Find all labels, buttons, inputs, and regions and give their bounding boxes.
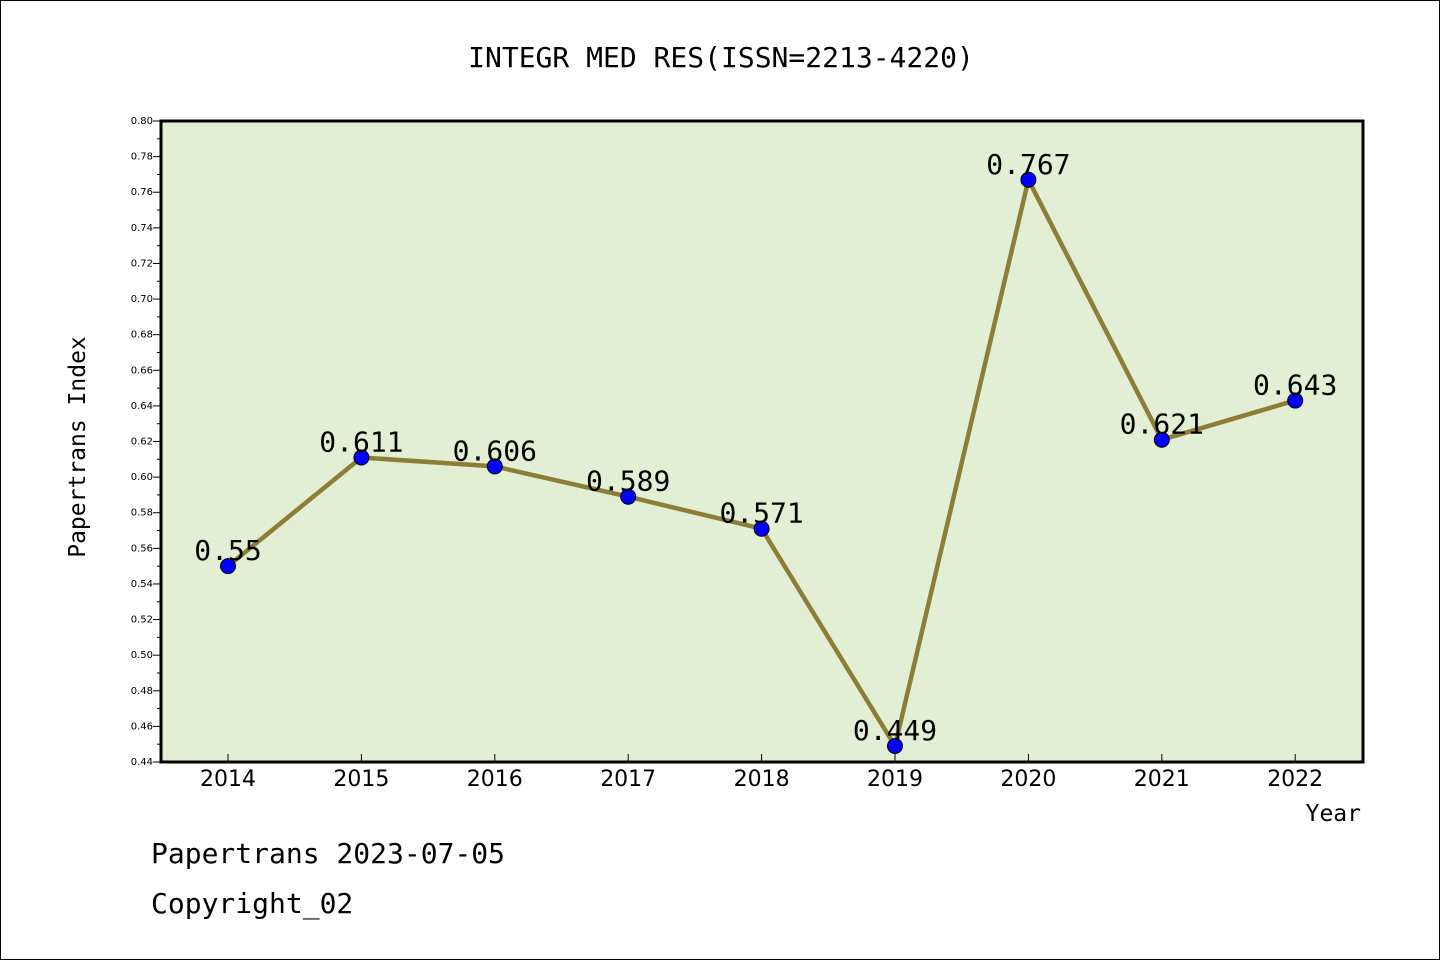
y-axis: 0.44 0.46 0.48 0.50 0.52 0.54 0.56 0.58 0.60 0.62… (131, 116, 161, 768)
y-tick-label: 0.80 (131, 116, 153, 127)
data-point (220, 558, 236, 575)
x-tick-label: 2022 (1267, 767, 1323, 792)
chart-title: INTEGR MED RES(ISSN=2213-4220) (468, 41, 974, 74)
data-point (887, 737, 903, 754)
y-tick-label: 0.76 (131, 187, 153, 198)
y-tick-label: 0.68 (131, 330, 153, 341)
data-label: 0.571 (719, 497, 803, 530)
x-tick-label: 2020 (1000, 767, 1056, 792)
footer-date: Papertrans 2023-07-05 (151, 837, 506, 870)
data-markers (220, 171, 1304, 754)
data-label: 0.589 (586, 465, 670, 498)
y-tick-label: 0.74 (131, 223, 153, 234)
x-tick-label: 2016 (467, 767, 523, 792)
x-tick-label: 2014 (200, 767, 256, 792)
data-label: 0.55 (194, 534, 261, 567)
x-axis: 2014 2015 2016 2017 2018 2019 2020 2021 2022 (200, 754, 1323, 792)
y-tick-label: 0.50 (131, 650, 153, 661)
y-tick-label: 0.56 (131, 543, 153, 554)
data-point (1153, 431, 1170, 448)
data-label: 0.767 (986, 148, 1070, 181)
x-tick-label: 2019 (867, 767, 923, 792)
y-tick-label: 0.48 (131, 686, 153, 697)
data-label: 0.606 (453, 434, 537, 467)
y-tick-label: 0.78 (131, 152, 153, 163)
y-tick-label: 0.64 (131, 401, 153, 412)
footer-copyright: Copyright_02 (151, 887, 354, 920)
y-tick-label: 0.62 (131, 437, 153, 448)
y-tick-label: 0.58 (131, 508, 153, 519)
data-point (753, 520, 770, 537)
y-tick-label: 0.70 (131, 294, 153, 305)
x-axis-label: Year (1306, 801, 1361, 827)
data-label: 0.611 (319, 426, 403, 459)
x-tick-label: 2017 (600, 767, 656, 792)
y-tick-label: 0.60 (131, 472, 153, 483)
y-tick-label: 0.66 (131, 365, 153, 376)
data-point (353, 449, 370, 466)
data-label: 0.643 (1253, 369, 1337, 402)
y-axis-label: Papertrans Index (65, 336, 91, 558)
data-point (486, 458, 503, 475)
data-point (1287, 392, 1304, 409)
x-tick-label: 2021 (1134, 767, 1190, 792)
data-label: 0.449 (853, 714, 937, 747)
y-tick-label: 0.44 (131, 757, 153, 768)
x-tick-label: 2015 (333, 767, 389, 792)
y-tick-label: 0.72 (131, 258, 153, 269)
y-tick-label: 0.54 (131, 579, 153, 590)
data-point (1020, 171, 1037, 188)
data-labels: 0.55 0.611 0.606 0.589 0.571 0.449 0.767 0.621 0… (194, 148, 1337, 747)
y-tick-label: 0.52 (131, 615, 153, 626)
x-tick-label: 2018 (734, 767, 790, 792)
data-label: 0.621 (1120, 408, 1204, 441)
data-point (620, 488, 637, 505)
y-tick-label: 0.46 (131, 721, 153, 732)
